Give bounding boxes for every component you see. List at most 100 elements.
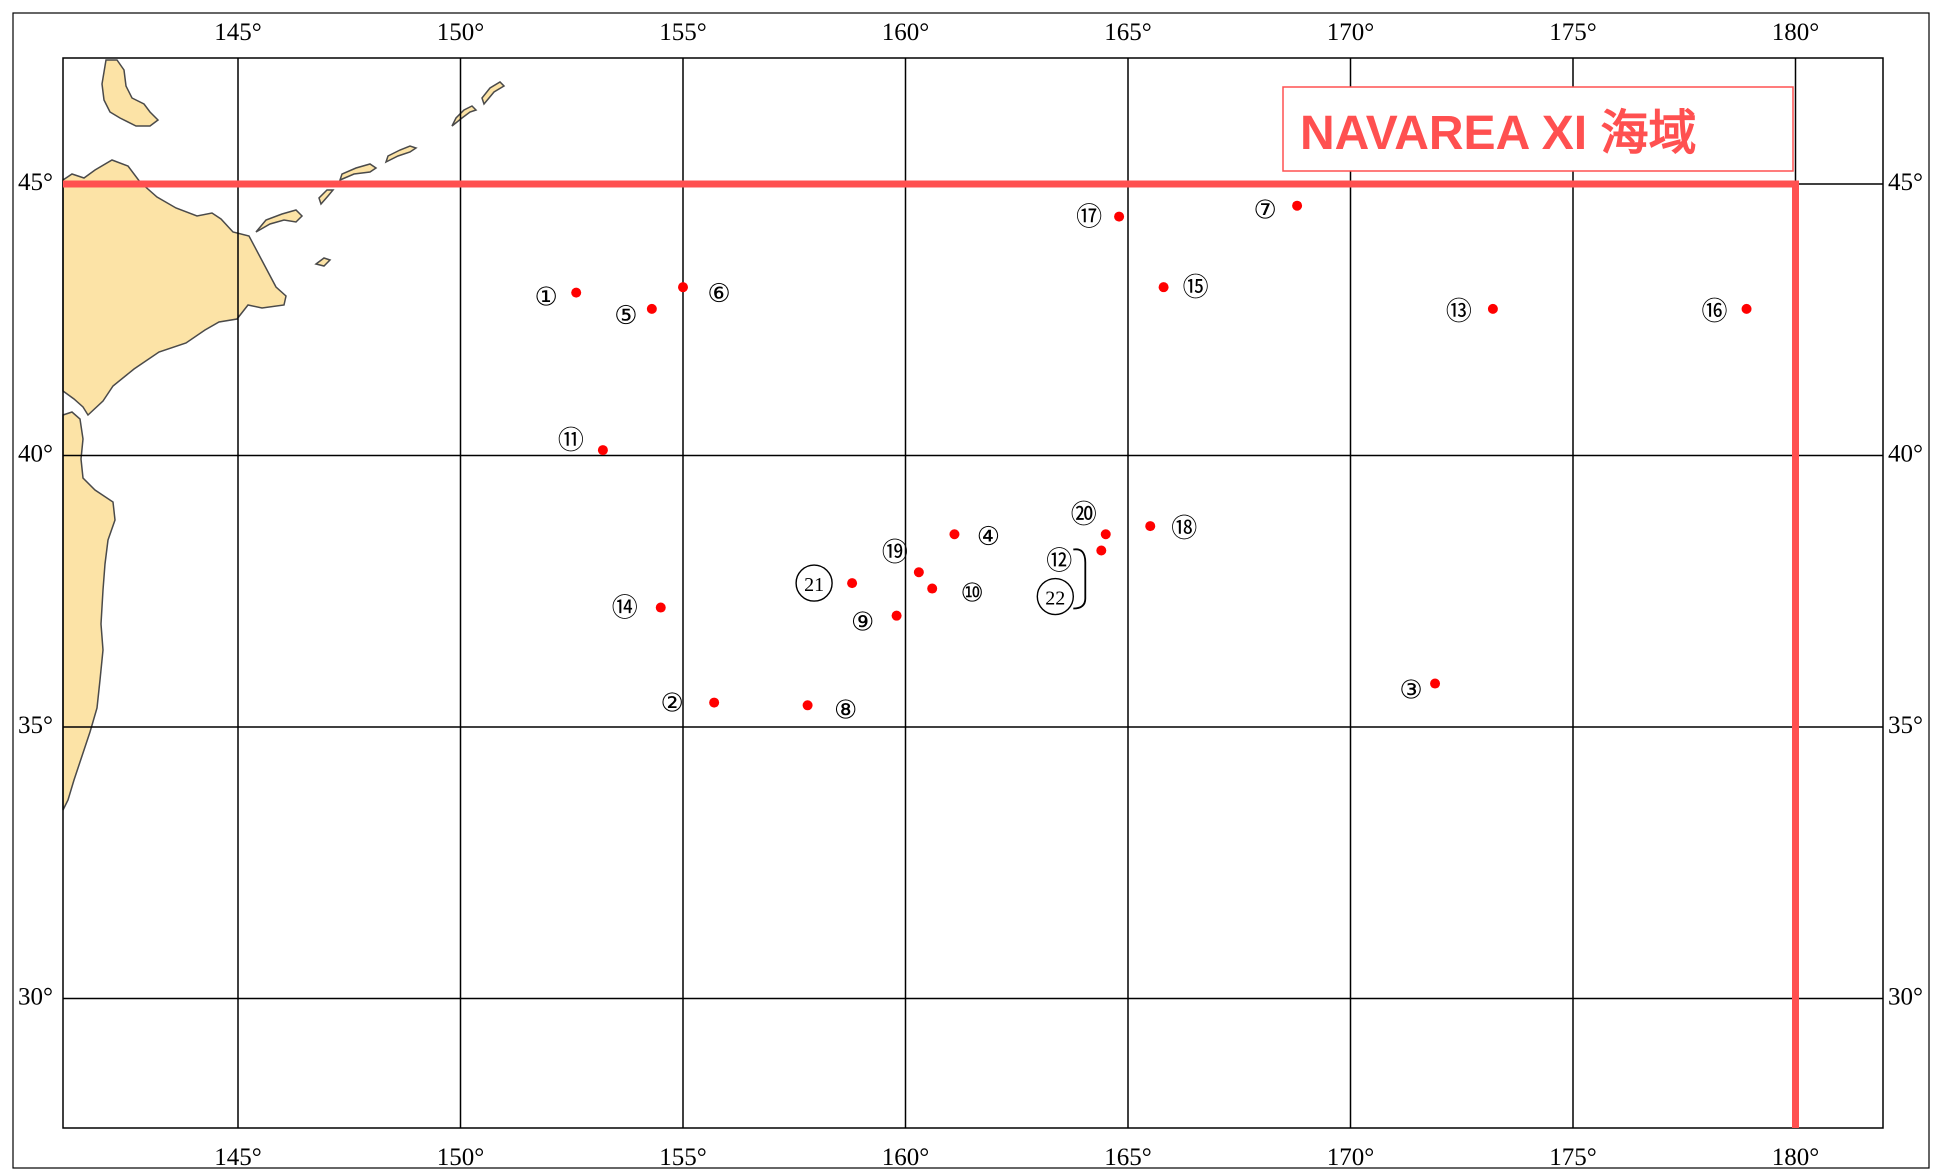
marker-dot: [847, 578, 858, 589]
longitude-tick-bottom: 145°: [214, 1144, 262, 1171]
longitude-tick-top: 180°: [1772, 19, 1820, 46]
latitude-tick-right: 30°: [1888, 984, 1923, 1011]
marker-dot: [927, 583, 938, 594]
longitude-tick-top: 160°: [882, 19, 930, 46]
marker-label-ring: [795, 564, 833, 602]
navarea-title-box: NAVAREA XI 海域: [1282, 86, 1794, 172]
longitude-tick-bottom: 175°: [1549, 1144, 1597, 1171]
longitude-tick-top: 150°: [437, 19, 485, 46]
marker-dot: [678, 282, 688, 293]
marker-⑧: ⑧: [802, 695, 857, 725]
longitude-tick-bottom: 150°: [437, 1144, 485, 1171]
marker-⑮: ⑮: [1158, 273, 1209, 303]
marker-label: 22: [1045, 588, 1065, 610]
latitude-tick-left: 30°: [18, 984, 53, 1011]
marker-dot: [1430, 678, 1441, 689]
marker-dot: [1096, 545, 1107, 556]
marker-⑰: ⑰: [1076, 203, 1125, 233]
marker-⑨: ⑨: [851, 608, 902, 638]
marker-⑬: ⑬: [1446, 297, 1498, 327]
marker-label: ⑦: [1253, 196, 1276, 226]
marker-label: ③: [1399, 676, 1422, 706]
marker-label: ⑲: [882, 538, 908, 568]
marker-label: ⑳: [1071, 500, 1097, 530]
marker-dot: [1100, 529, 1111, 540]
marker-label: ⑤: [614, 301, 637, 331]
marker-⑤: ⑤: [614, 301, 657, 331]
marker-label: ⑮: [1183, 273, 1209, 303]
marker-dot: [1292, 200, 1303, 211]
longitude-tick-top: 145°: [214, 19, 262, 46]
marker-⑥: ⑥: [678, 279, 731, 309]
longitude-tick-top: 165°: [1104, 19, 1152, 46]
land-kuril-3: [338, 163, 378, 182]
marker-bracket: [1073, 548, 1087, 610]
outer-frame: [12, 12, 1930, 1169]
longitude-tick-bottom: 160°: [882, 1144, 930, 1171]
marker-label: ①: [535, 283, 558, 313]
longitude-tick-bottom: 180°: [1772, 1144, 1820, 1171]
marker-⑲: ⑲: [882, 538, 924, 578]
longitude-tick-bottom: 155°: [659, 1144, 707, 1171]
title-box-frame: [1282, 86, 1794, 172]
marker-label: ⑪: [558, 426, 584, 456]
marker-④: ④: [949, 522, 1000, 552]
land-island-small: [314, 257, 332, 267]
marker-dot: [1741, 303, 1752, 314]
navarea-title: NAVAREA XI 海域: [1300, 107, 1696, 160]
marker-dot: [597, 445, 608, 456]
marker-label: ⑥: [707, 279, 730, 309]
marker-dot: [1487, 303, 1498, 314]
land-group: [62, 59, 506, 811]
navarea-boundary-line: [63, 180, 1799, 1128]
longitude-tick-bottom: 165°: [1104, 1144, 1152, 1171]
marker-dot: [913, 567, 924, 578]
land-hokkaido: [62, 159, 287, 417]
marker-⑦: ⑦: [1253, 196, 1303, 226]
land-kamchatka-sakhalin: [101, 59, 160, 127]
marker-⑫: ⑫: [1046, 545, 1107, 577]
marker-label-ring: [1036, 577, 1075, 616]
longitude-tick-bottom: 170°: [1327, 1144, 1375, 1171]
marker-⑱: ⑱: [1145, 514, 1197, 544]
tick-labels: 145° 145° 150° 150° 155° 155° 160° 160° 165° 165°…: [18, 19, 1923, 1171]
latitude-tick-left: 35°: [18, 712, 53, 739]
land-honshu: [62, 411, 116, 811]
longitude-tick-top: 175°: [1549, 19, 1597, 46]
land-kuril-2: [318, 189, 335, 206]
land-kuril-4: [384, 145, 418, 164]
latitude-tick-right: 45°: [1888, 169, 1923, 196]
latitude-tick-left: 45°: [18, 169, 53, 196]
marker-label: ⑱: [1171, 514, 1197, 544]
marker-①: ①: [535, 283, 582, 313]
marker-⑭: ⑭: [612, 594, 666, 624]
marker-label: ⑧: [834, 695, 857, 725]
land-kuril-6: [481, 81, 506, 106]
marker-⑩: ⑩: [927, 579, 984, 609]
longitude-tick-top: 155°: [659, 19, 707, 46]
marker-dot: [1145, 521, 1156, 532]
marker-⑪: ⑪: [558, 426, 608, 456]
land-kuril-5: [451, 105, 478, 127]
latitude-tick-right: 35°: [1888, 712, 1923, 739]
marker-label: ⑬: [1446, 297, 1472, 327]
marker-dot: [802, 700, 813, 711]
marker-dot: [1158, 282, 1169, 293]
marker-22: 22: [1036, 548, 1087, 616]
marker-label: ⑰: [1076, 203, 1102, 233]
navarea-boundary: [63, 180, 1799, 1128]
marker-label: ④: [977, 522, 1000, 552]
markers: ① ② ③ ④ ⑤ ⑥ ⑦ ⑧ ⑨ ⑩ ⑪ ⑫ ⑬ ⑭ ⑮ ⑯ ⑰ ⑱ ⑲ ⑳ 21 22: [535, 196, 1752, 725]
marker-label: ⑫: [1046, 547, 1072, 577]
marker-⑯: ⑯: [1702, 297, 1752, 327]
marker-dot: [571, 287, 582, 298]
marker-label: ②: [660, 689, 683, 719]
longitude-tick-top: 170°: [1327, 19, 1375, 46]
marker-label: ⑨: [851, 608, 874, 638]
marker-label: 21: [804, 574, 824, 596]
marker-dot: [949, 529, 960, 540]
marker-label: ⑭: [612, 594, 638, 624]
marker-dot: [891, 610, 902, 621]
